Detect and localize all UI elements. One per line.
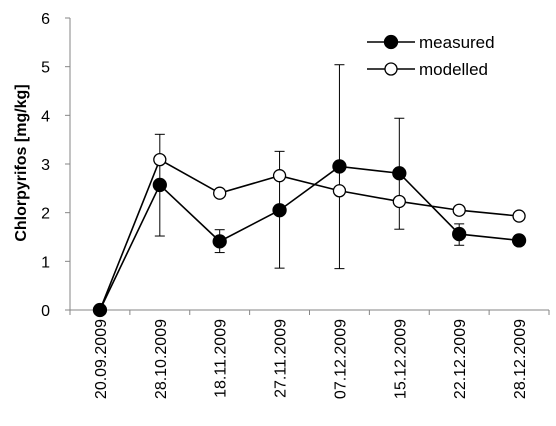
point-measured	[511, 233, 527, 248]
x-tick-label: 18.11.2009	[213, 319, 230, 398]
legend: measured modelled	[367, 33, 495, 79]
point-measured	[452, 226, 467, 242]
y-tick-label: 3	[41, 157, 50, 174]
x-tick-label: 28.10.2009	[153, 319, 170, 399]
x-ticks: 20.09.2009 28.10.2009 18.11.2009 27.11.2009…	[69, 310, 550, 399]
legend-marker-modelled	[384, 62, 398, 76]
point-modelled	[512, 209, 526, 223]
point-modelled	[452, 203, 466, 217]
y-tick-label: 4	[41, 108, 50, 125]
x-tick-label: 28.12.2009	[512, 319, 529, 399]
y-tick-label: 5	[41, 60, 50, 77]
series-line-measured	[99, 165, 520, 311]
point-modelled	[272, 169, 287, 183]
y-ticks: 0 1 2 3 4 5 6	[41, 11, 70, 320]
legend-marker-measured	[383, 34, 399, 50]
point-measured	[332, 159, 347, 174]
y-tick-label: 0	[41, 303, 50, 320]
plot-area: 0 1 2 3 4 5 6 20.09.2009 28.10.2009 18.11.2009 27…	[41, 11, 550, 399]
point-measured	[392, 166, 407, 181]
x-tick-label: 22.12.2009	[452, 319, 469, 399]
y-axis-title: Chlorpyrifos [mg/kg]	[13, 84, 30, 241]
point-modelled	[153, 152, 167, 167]
legend-label-modelled: modelled	[419, 60, 488, 79]
x-tick-label: 20.09.2009	[93, 319, 110, 399]
x-tick-label: 07.12.2009	[332, 319, 349, 399]
point-measured	[152, 177, 167, 193]
series-line-modelled	[99, 158, 520, 311]
legend-label-measured: measured	[419, 33, 495, 52]
point-modelled	[332, 184, 347, 198]
point-modelled	[213, 186, 227, 200]
y-tick-label: 6	[41, 11, 50, 28]
x-tick-label: 15.12.2009	[392, 319, 409, 399]
series-lines	[99, 158, 520, 311]
point-measured	[212, 234, 227, 249]
point-measured	[92, 302, 108, 318]
series-markers	[92, 152, 527, 318]
y-tick-label: 2	[41, 206, 50, 223]
point-modelled	[392, 194, 406, 209]
x-tick-label: 27.11.2009	[273, 319, 290, 398]
y-tick-label: 1	[41, 254, 50, 271]
point-measured	[272, 203, 287, 218]
